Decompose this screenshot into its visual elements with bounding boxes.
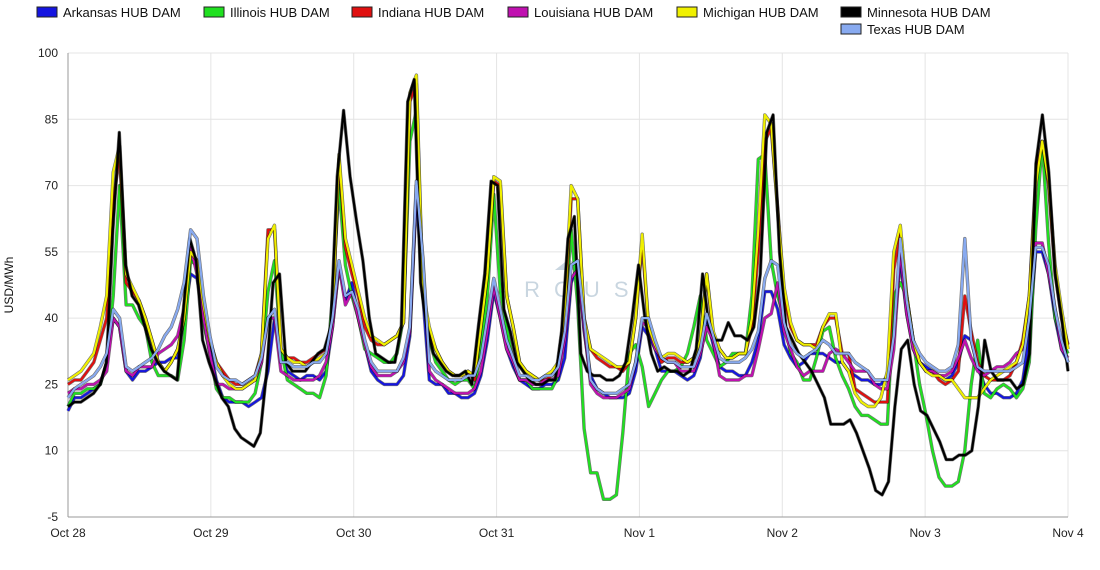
x-tick-label: Nov 2 — [767, 526, 799, 540]
y-tick-label: 40 — [45, 311, 59, 325]
y-tick-label: 25 — [45, 377, 59, 391]
y-tick-label: 10 — [45, 444, 59, 458]
y-tick-label: -5 — [47, 510, 58, 524]
legend-swatch — [351, 6, 373, 18]
y-tick-label: 55 — [45, 245, 59, 259]
legend-item[interactable]: Texas HUB DAM — [840, 22, 965, 37]
y-tick-label: 70 — [45, 179, 59, 193]
legend-label: Michigan HUB DAM — [703, 5, 819, 20]
legend-item[interactable]: Indiana HUB DAM — [351, 5, 484, 20]
y-axis-label: USD/MWh — [2, 257, 16, 314]
x-tick-label: Nov 1 — [624, 526, 656, 540]
y-tick-label: 100 — [38, 46, 58, 60]
legend-label: Minnesota HUB DAM — [867, 5, 991, 20]
legend-swatch — [676, 6, 698, 18]
x-tick-label: Oct 30 — [336, 526, 372, 540]
series-line — [67, 78, 1070, 496]
watermark-logo: ARCUS — [495, 277, 642, 302]
x-tick-label: Oct 31 — [479, 526, 515, 540]
legend-swatch — [507, 6, 529, 18]
series-lines — [66, 73, 1070, 501]
x-tick-label: Oct 29 — [193, 526, 229, 540]
x-tick-label: Nov 4 — [1052, 526, 1084, 540]
legend-swatch — [840, 23, 862, 35]
x-tick-label: Nov 3 — [909, 526, 941, 540]
y-tick-label: 85 — [45, 112, 59, 126]
legend-item[interactable]: Michigan HUB DAM — [676, 5, 819, 20]
legend-label: Indiana HUB DAM — [378, 5, 484, 20]
legend-label: Arkansas HUB DAM — [63, 5, 181, 20]
legend: Arkansas HUB DAM Illinois HUB DAM Indiana … — [36, 5, 991, 37]
legend-item[interactable]: Arkansas HUB DAM — [36, 5, 181, 20]
legend-swatch — [840, 6, 862, 18]
series-texas-hub-dam[interactable] — [66, 179, 1070, 399]
legend-swatch — [203, 6, 225, 18]
x-tick-label: Oct 28 — [50, 526, 86, 540]
legend-item[interactable]: Minnesota HUB DAM — [840, 5, 991, 20]
series-minnesota-hub-dam[interactable] — [67, 77, 1070, 497]
legend-swatch — [36, 6, 58, 18]
legend-item[interactable]: Louisiana HUB DAM — [507, 5, 653, 20]
series-line — [67, 180, 1070, 399]
legend-label: Illinois HUB DAM — [230, 5, 330, 20]
legend-label: Texas HUB DAM — [867, 22, 965, 37]
legend-label: Louisiana HUB DAM — [534, 5, 653, 20]
legend-item[interactable]: Illinois HUB DAM — [203, 5, 330, 20]
axes: -5 10 25 40 55 70 85 100 Oct 28 Oct 29 Oct 30 Oct 3… — [38, 46, 1084, 540]
